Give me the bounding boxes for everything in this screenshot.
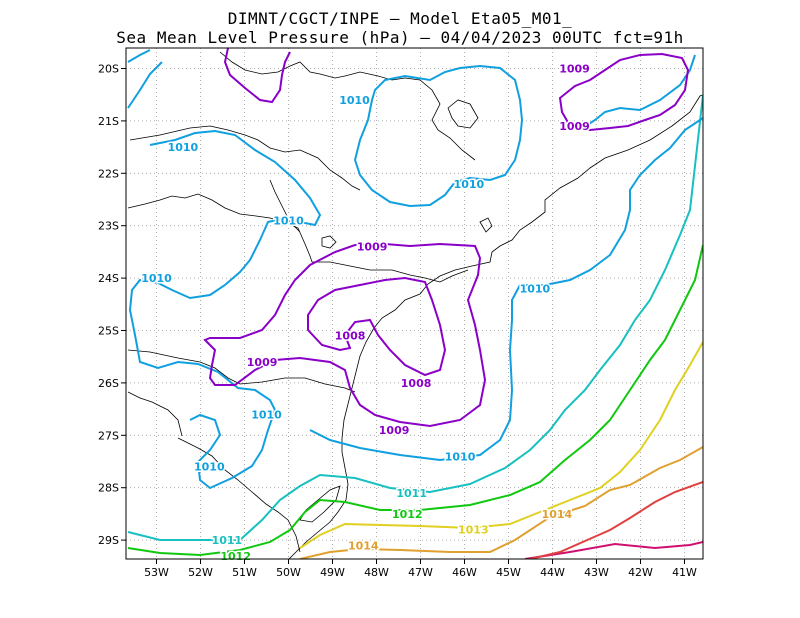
y-tick-label: 24S (98, 272, 119, 285)
isobar-label: 1010 (520, 283, 551, 296)
isobar-1009 (558, 52, 690, 132)
x-tick-label: 47W (408, 566, 433, 579)
lagoon (299, 485, 341, 523)
state-border (127, 349, 356, 393)
country-border (127, 391, 183, 437)
isobar-label: 1010 (251, 408, 282, 421)
y-tick-label: 27S (98, 429, 119, 442)
isobar-1014 (299, 446, 703, 559)
y-tick-label: 28S (98, 482, 119, 495)
isobar-label: 1008 (335, 330, 366, 343)
state-border (219, 51, 476, 161)
island (479, 217, 493, 233)
isobar-label: 1009 (357, 241, 388, 254)
isobar-label: 1009 (247, 356, 278, 369)
isobar-label: 1010 (168, 141, 199, 154)
isobar-label: 1010 (194, 461, 225, 474)
chart-subtitle: Sea Mean Level Pressure (hPa) – 04/04/20… (116, 28, 684, 47)
isobar-label: 1010 (141, 272, 172, 285)
isobar-1012 (127, 244, 703, 557)
isobar-contours (127, 48, 703, 559)
x-tick-label: 42W (628, 566, 653, 579)
y-tick-label: 23S (98, 220, 119, 233)
isobar-1010 (127, 49, 151, 63)
isobar-1010 (128, 129, 322, 490)
x-tick-label: 52W (188, 566, 213, 579)
isobar-label: 1008 (401, 377, 432, 390)
isobar-1010 (309, 117, 703, 462)
island (321, 235, 337, 249)
map-frame (125, 47, 704, 560)
x-tick-label: 45W (496, 566, 521, 579)
y-tick-label: 22S (98, 167, 119, 180)
y-tick-label: 29S (98, 534, 119, 547)
isobar-label: 1011 (212, 534, 243, 547)
isobar-1010 (579, 54, 696, 131)
state-border (312, 261, 469, 283)
isobar-label: 1010 (273, 214, 304, 227)
x-tick-label: 48W (364, 566, 389, 579)
isobar-1013 (299, 341, 703, 549)
y-tick-label: 20S (98, 63, 119, 76)
lake (447, 99, 479, 129)
country-border (269, 179, 301, 233)
y-tick-label: 25S (98, 325, 119, 338)
y-tick-label: 26S (98, 377, 119, 390)
isobar-label: 1012 (220, 550, 251, 563)
x-tick-label: 53W (144, 566, 169, 579)
chart-title: DIMNT/CGCT/INPE – Model Eta05_M01_ (227, 9, 573, 28)
y-tick-label: 21S (98, 115, 119, 128)
coastline (288, 94, 703, 559)
x-tick-label: 43W (584, 566, 609, 579)
isobar-label: 1010 (445, 450, 476, 463)
isobar-1010 (127, 61, 163, 109)
x-tick-label: 50W (276, 566, 301, 579)
isobar-1009 (203, 242, 487, 428)
x-tick-label: 46W (452, 566, 477, 579)
x-tick-label: 44W (540, 566, 565, 579)
isobar-1011 (127, 94, 703, 541)
isobar-label: 1009 (559, 63, 590, 76)
isobar-1010 (353, 64, 524, 208)
isobar-label: 1010 (454, 178, 485, 191)
isobar-label: 1014 (542, 508, 573, 521)
isobar-label: 1009 (379, 424, 410, 437)
isobar-1016 (524, 541, 703, 559)
isobar-1008 (307, 276, 447, 377)
isobar-1015 (529, 481, 703, 559)
map-axes: 53W 52W 51W 50W 49W 48W 47W 46W 45W 44W 43W 42W 41W 2… (98, 63, 697, 580)
isobar-1009 (223, 48, 291, 104)
isobar-labels: 1009 1009 1010 1010 1010 1010 1009 1010 1010 1008… (140, 61, 592, 564)
isobar-label: 1009 (559, 120, 590, 133)
isobar-label: 1010 (339, 94, 370, 107)
x-tick-label: 49W (320, 566, 345, 579)
isobar-label: 1014 (348, 539, 379, 552)
isobar-label: 1013 (458, 524, 489, 537)
x-tick-label: 51W (232, 566, 257, 579)
state-border (127, 193, 313, 263)
x-tick-label: 41W (672, 566, 697, 579)
state-border (129, 125, 361, 191)
coastline-and-borders (127, 51, 703, 559)
lat-lon-grid (126, 48, 703, 559)
isobar-label: 1012 (392, 508, 423, 521)
isobar-label: 1011 (396, 487, 427, 500)
